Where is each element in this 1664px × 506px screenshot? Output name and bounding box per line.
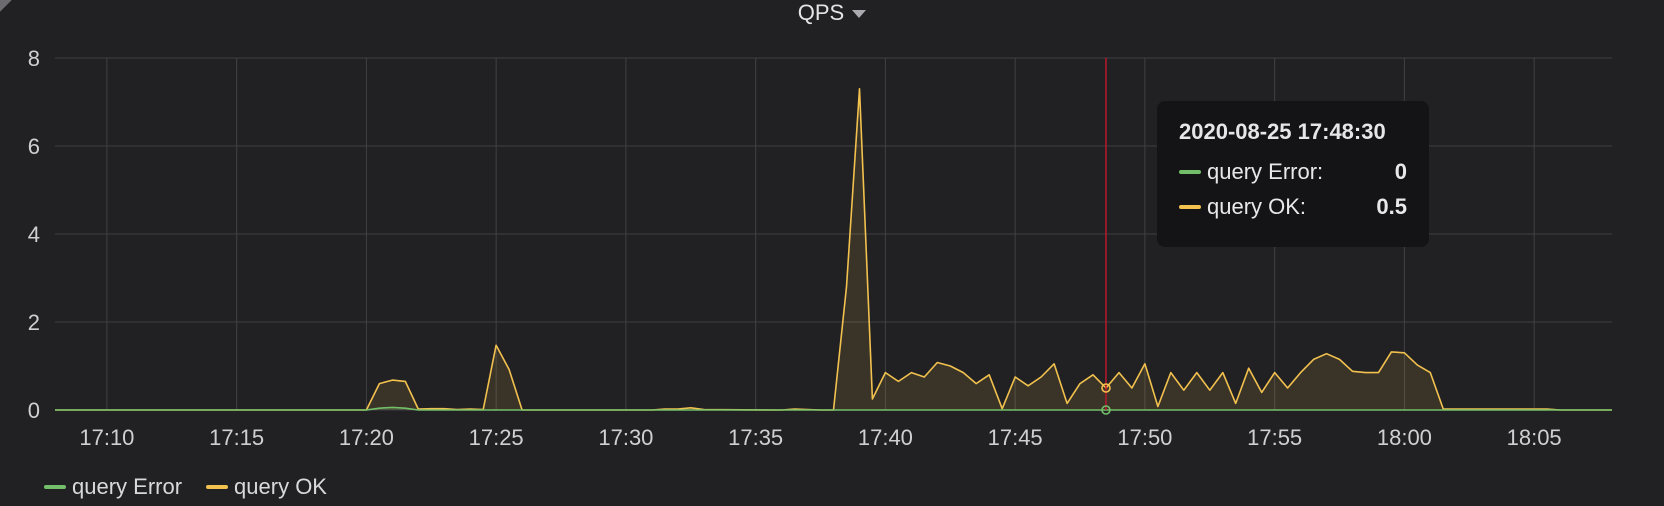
panel-corner-handle[interactable] <box>0 0 12 12</box>
x-tick-label-1725: 17:25 <box>469 425 524 450</box>
tooltip-row-ok: query OK: 0.5 <box>1179 194 1407 220</box>
y-tick-label-6: 6 <box>28 134 40 159</box>
x-tick-label-1740: 17:40 <box>858 425 913 450</box>
x-tick-label-1710: 17:10 <box>79 425 134 450</box>
tooltip-time: 2020-08-25 17:48:30 <box>1179 119 1386 144</box>
tooltip-value-error: 0 <box>1394 159 1407 184</box>
series-line-query-ok <box>55 88 1612 411</box>
y-tick-label-2: 2 <box>28 310 40 335</box>
legend-swatch-ok <box>206 485 229 489</box>
x-tick-label-1755: 17:55 <box>1247 425 1302 450</box>
x-tick-label-1750: 17:50 <box>1117 425 1172 450</box>
hover-point-query-ok <box>1101 383 1111 393</box>
tooltip-swatch-ok <box>1179 205 1201 209</box>
tooltip-label-error: query Error: <box>1207 159 1324 184</box>
tooltip-row-error: query Error: 0 <box>1179 159 1407 185</box>
legend-label-query-error: query Error <box>72 474 183 499</box>
y-tick-label-4: 4 <box>28 222 40 247</box>
x-tick-label-1805: 18:05 <box>1507 425 1562 450</box>
hover-tooltip: 2020-08-25 17:48:30 query Error: 0 query… <box>1157 101 1429 247</box>
caret-down-icon <box>852 10 867 18</box>
x-tick-label-1745: 17:45 <box>988 425 1043 450</box>
panel-title: QPS <box>797 0 845 25</box>
legend-item-query-ok[interactable]: query OK <box>206 474 327 500</box>
y-tick-label-0: 0 <box>28 398 40 423</box>
tooltip-label-ok: query OK: <box>1207 194 1307 219</box>
x-tick-label-1800: 18:00 <box>1377 425 1432 450</box>
x-tick-label-1735: 17:35 <box>728 425 783 450</box>
hover-point-query-error <box>1101 405 1111 415</box>
series-line-query-error <box>55 406 1612 411</box>
legend-swatch-error <box>44 485 66 489</box>
x-tick-label-1715: 17:15 <box>209 425 264 450</box>
tooltip-value-ok: 0.5 <box>1376 194 1407 219</box>
legend-label-query-ok: query OK <box>234 474 327 499</box>
legend-item-query-error[interactable]: query Error <box>44 474 182 500</box>
x-tick-label-1720: 17:20 <box>339 425 394 450</box>
y-tick-label-8: 8 <box>28 46 40 71</box>
tooltip-swatch-error <box>1179 170 1201 174</box>
x-tick-label-1730: 17:30 <box>598 425 653 450</box>
panel-title-menu[interactable]: QPS <box>797 0 867 26</box>
legend: query Error query OK <box>44 474 327 500</box>
